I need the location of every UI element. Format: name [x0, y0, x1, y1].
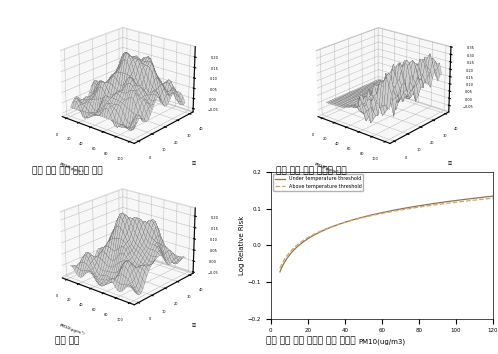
- Under temperature threshold: [277, 270, 283, 274]
- Above temperature threshold: [277, 266, 283, 270]
- Y-axis label: 기온: 기온: [192, 323, 197, 327]
- Under temperature threshold: [470, 196, 476, 200]
- Under temperature threshold: [490, 194, 496, 198]
- Text: 기온 역치 수준 이상의 범위: 기온 역치 수준 이상의 범위: [32, 166, 103, 175]
- Above temperature threshold: [403, 207, 409, 211]
- Legend: Under temperature threshold, Above temperature threshold: Under temperature threshold, Above tempe…: [273, 175, 364, 191]
- Text: 전체 범위: 전체 범위: [55, 336, 79, 345]
- Text: 기온 역치 수준 구분에 따른 관련성: 기온 역치 수준 구분에 따른 관련성: [266, 336, 356, 345]
- Y-axis label: 기온: 기온: [192, 161, 197, 165]
- Under temperature threshold: [404, 206, 410, 210]
- X-axis label: PM10(μg/m³): PM10(μg/m³): [58, 162, 85, 175]
- Above temperature threshold: [407, 206, 413, 211]
- Under temperature threshold: [457, 198, 463, 202]
- Y-axis label: 기온: 기온: [448, 161, 453, 165]
- X-axis label: PM10(μg/m³): PM10(μg/m³): [314, 162, 341, 175]
- Under temperature threshold: [278, 268, 284, 272]
- Under temperature threshold: [403, 206, 409, 210]
- Above temperature threshold: [490, 196, 496, 200]
- Under temperature threshold: [407, 205, 413, 209]
- X-axis label: PM10(ug/m3): PM10(ug/m3): [358, 339, 405, 346]
- Line: Under temperature threshold: Under temperature threshold: [280, 196, 493, 272]
- Y-axis label: Log Relative Risk: Log Relative Risk: [239, 216, 245, 275]
- Text: 기온 역치 수준 미만의 범위: 기온 역치 수준 미만의 범위: [276, 166, 347, 175]
- Above temperature threshold: [457, 200, 463, 204]
- X-axis label: PM10(μg/m³): PM10(μg/m³): [58, 323, 85, 337]
- Line: Above temperature threshold: Above temperature threshold: [280, 198, 493, 268]
- Above temperature threshold: [470, 198, 476, 202]
- Above temperature threshold: [278, 264, 284, 269]
- Above temperature threshold: [404, 207, 410, 211]
